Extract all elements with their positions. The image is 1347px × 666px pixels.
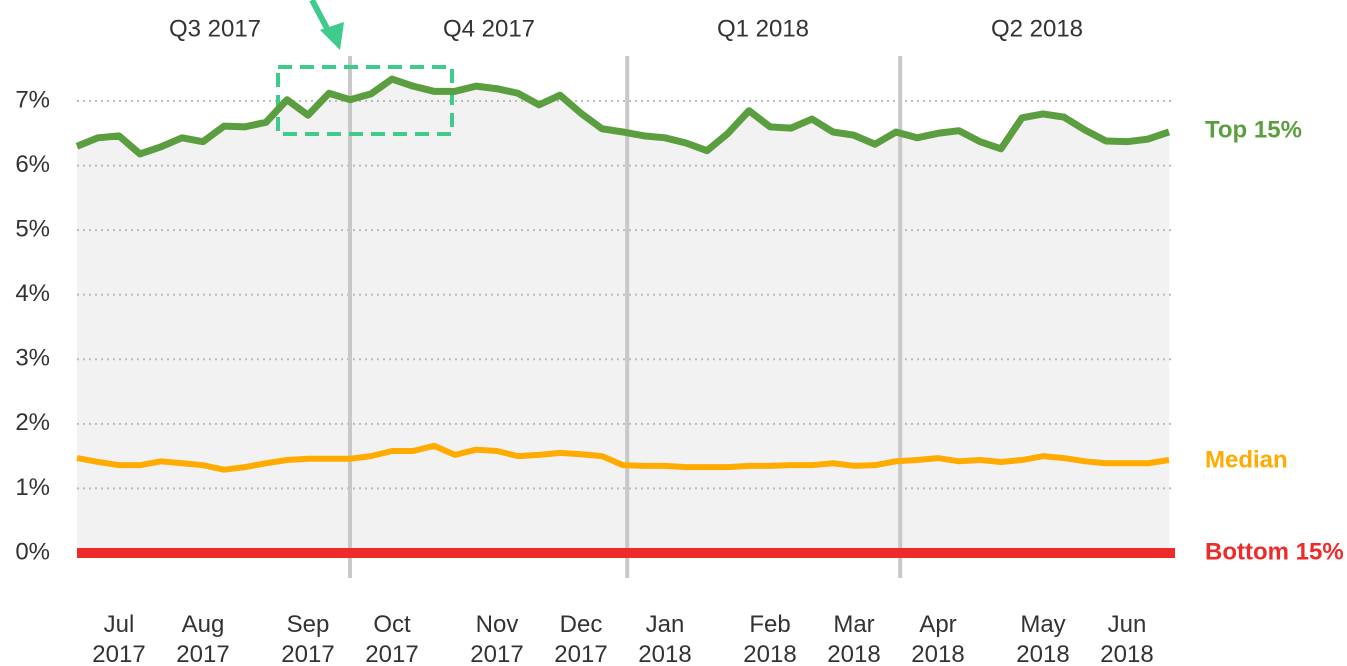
x-tick-label: Jun 2018: [1100, 611, 1154, 666]
series-label: Bottom 15%: [1205, 538, 1344, 565]
quarter-label: Q4 2017: [443, 15, 535, 42]
y-tick-label: 7%: [15, 86, 50, 113]
y-tick-label: 0%: [15, 538, 50, 565]
x-tick-label: May 2018: [1016, 611, 1070, 666]
series-label: Top 15%: [1205, 116, 1302, 143]
quarter-label: Q2 2018: [991, 15, 1083, 42]
background: [77, 56, 1175, 578]
arrow-head: [320, 22, 344, 50]
y-tick-label: 6%: [15, 151, 50, 178]
x-tick-label: Apr 2018: [911, 611, 965, 666]
x-tick-label: Feb 2018: [743, 611, 797, 666]
x-tick-label: Jul 2017: [92, 611, 146, 666]
x-tick-label: Sep 2017: [281, 611, 335, 666]
y-tick-label: 5%: [15, 215, 50, 242]
series-line: [75, 75, 1171, 158]
x-tick-label: Mar 2018: [827, 611, 881, 666]
x-tick-label: Dec 2017: [554, 611, 608, 666]
x-tick-label: Jan 2018: [638, 611, 692, 666]
x-tick-label: Oct 2017: [365, 611, 419, 666]
x-tick-label: Aug 2017: [176, 611, 230, 666]
y-tick-label: 2%: [15, 409, 50, 436]
x-tick-label: Nov 2017: [470, 611, 524, 666]
y-tick-label: 4%: [15, 280, 50, 307]
area: [77, 79, 1169, 553]
quarter-label: Q1 2018: [717, 15, 809, 42]
series-line: [76, 442, 1170, 473]
y-tick-label: 3%: [15, 345, 50, 372]
quarter-label: Q3 2017: [169, 15, 261, 42]
highlight-box: [276, 65, 454, 136]
y-tick-label: 1%: [15, 474, 50, 501]
series-label: Median: [1205, 446, 1288, 473]
